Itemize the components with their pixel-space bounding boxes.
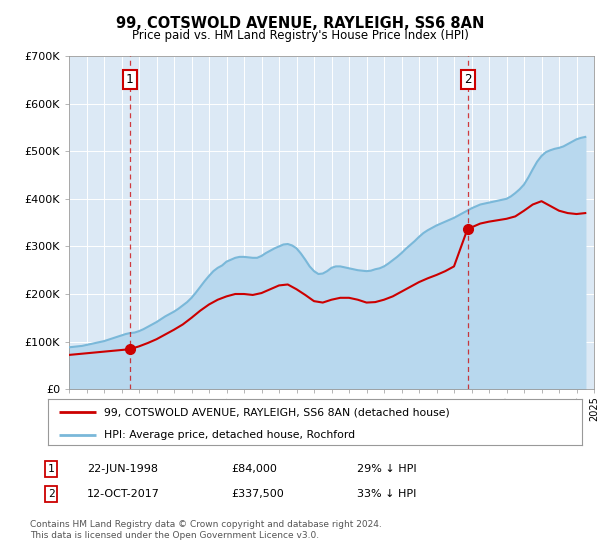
Text: 99, COTSWOLD AVENUE, RAYLEIGH, SS6 8AN: 99, COTSWOLD AVENUE, RAYLEIGH, SS6 8AN xyxy=(116,16,484,31)
Text: £337,500: £337,500 xyxy=(231,489,284,499)
Text: 99, COTSWOLD AVENUE, RAYLEIGH, SS6 8AN (detached house): 99, COTSWOLD AVENUE, RAYLEIGH, SS6 8AN (… xyxy=(104,407,450,417)
Text: HPI: Average price, detached house, Rochford: HPI: Average price, detached house, Roch… xyxy=(104,430,355,440)
Text: 12-OCT-2017: 12-OCT-2017 xyxy=(87,489,160,499)
Text: 2: 2 xyxy=(464,73,472,86)
Text: 1: 1 xyxy=(126,73,133,86)
Text: 33% ↓ HPI: 33% ↓ HPI xyxy=(357,489,416,499)
Text: Price paid vs. HM Land Registry's House Price Index (HPI): Price paid vs. HM Land Registry's House … xyxy=(131,29,469,42)
Text: 2: 2 xyxy=(47,489,55,499)
Text: 22-JUN-1998: 22-JUN-1998 xyxy=(87,464,158,474)
Text: 29% ↓ HPI: 29% ↓ HPI xyxy=(357,464,416,474)
Text: Contains HM Land Registry data © Crown copyright and database right 2024.
This d: Contains HM Land Registry data © Crown c… xyxy=(30,520,382,540)
Text: £84,000: £84,000 xyxy=(231,464,277,474)
Text: 1: 1 xyxy=(47,464,55,474)
